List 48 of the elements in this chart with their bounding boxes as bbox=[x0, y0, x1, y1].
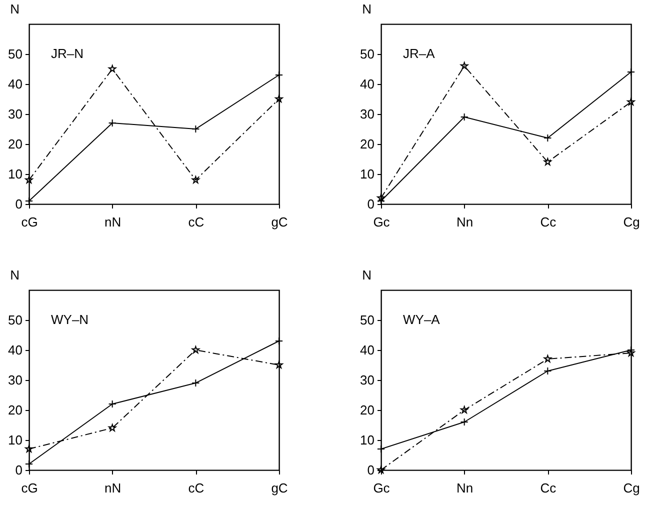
y-axis-title: N bbox=[10, 268, 20, 282]
y-tick-label: 40 bbox=[8, 76, 22, 92]
y-tick-label: 30 bbox=[8, 372, 22, 388]
y-axis-title: N bbox=[362, 2, 372, 16]
y-tick-label: 40 bbox=[360, 342, 374, 358]
y-tick-label: 50 bbox=[8, 312, 22, 328]
y-tick-label: 20 bbox=[8, 402, 22, 418]
y-tick-label: 0 bbox=[367, 462, 374, 478]
y-tick-label: 10 bbox=[360, 432, 374, 448]
y-tick-label: 20 bbox=[360, 136, 374, 152]
annotation: WY–N bbox=[51, 312, 89, 327]
x-tick-label: cG bbox=[21, 214, 38, 230]
y-tick-label: 30 bbox=[360, 106, 374, 122]
y-tick-label: 40 bbox=[8, 342, 22, 358]
y-tick-label: 20 bbox=[360, 402, 374, 418]
y-axis-title: N bbox=[10, 2, 20, 16]
y-tick-label: 10 bbox=[360, 166, 374, 182]
x-tick-label: cC bbox=[188, 214, 204, 230]
x-tick-label: Nn bbox=[456, 214, 474, 230]
x-tick-label: nN bbox=[104, 214, 122, 230]
y-tick-label: 50 bbox=[360, 312, 374, 328]
y-tick-label: 10 bbox=[8, 166, 22, 182]
annotation: JR–A bbox=[403, 46, 436, 61]
x-tick-label: cC bbox=[188, 480, 204, 496]
y-tick-label: 50 bbox=[360, 46, 374, 62]
y-tick-label: 10 bbox=[8, 432, 22, 448]
x-tick-label: Cc bbox=[540, 214, 557, 230]
x-tick-label: gC bbox=[271, 214, 288, 230]
x-tick-label: Cc bbox=[540, 480, 557, 496]
y-tick-label: 30 bbox=[360, 372, 374, 388]
y-tick-label: 30 bbox=[8, 106, 22, 122]
x-tick-label: Gc bbox=[373, 214, 390, 230]
y-tick-label: 40 bbox=[360, 76, 374, 92]
x-tick-label: Gc bbox=[373, 480, 390, 496]
y-tick-label: 0 bbox=[15, 462, 22, 478]
annotation: WY–A bbox=[403, 312, 440, 327]
annotation: JR–N bbox=[51, 46, 84, 61]
x-tick-label: Cg bbox=[623, 480, 640, 496]
x-tick-label: nN bbox=[104, 480, 122, 496]
x-tick-label: Nn bbox=[456, 480, 474, 496]
y-tick-label: 0 bbox=[367, 196, 374, 212]
x-tick-label: gC bbox=[271, 480, 288, 496]
x-tick-label: cG bbox=[21, 480, 38, 496]
x-tick-label: Cg bbox=[623, 214, 640, 230]
y-axis-title: N bbox=[362, 268, 372, 282]
y-tick-label: 0 bbox=[15, 196, 22, 212]
y-tick-label: 50 bbox=[8, 46, 22, 62]
y-tick-label: 20 bbox=[8, 136, 22, 152]
